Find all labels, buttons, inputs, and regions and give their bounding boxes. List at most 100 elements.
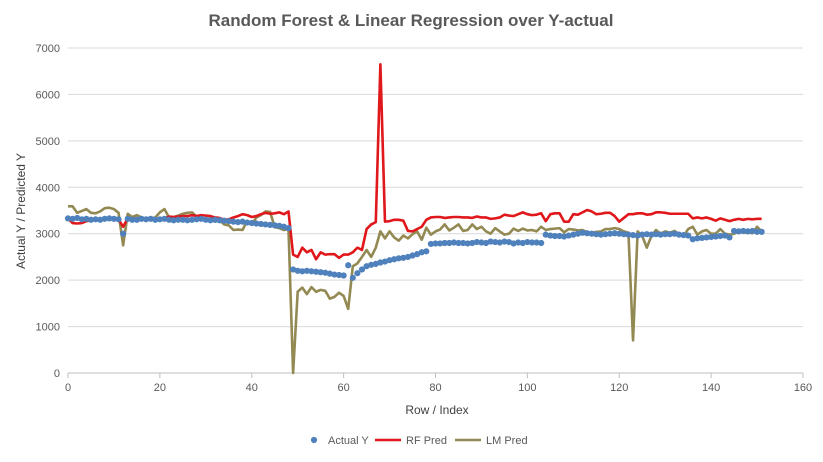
actual-y-point — [441, 239, 448, 247]
actual-y-point — [712, 233, 719, 240]
actual-y-point — [239, 218, 246, 225]
actual-y-point — [101, 215, 108, 222]
x-tick-label: 0 — [65, 382, 71, 394]
actual-y-point — [565, 232, 572, 239]
actual-y-point — [423, 248, 430, 255]
grid-layer — [68, 47, 803, 328]
actual-y-point — [262, 221, 269, 228]
actual-y-point — [620, 231, 627, 238]
legend: Actual Y RF Pred LM Pred — [310, 435, 528, 447]
actual-y-point — [248, 219, 255, 227]
series-layer — [64, 62, 765, 375]
actual-y-point — [758, 228, 765, 235]
actual-y-point — [588, 230, 595, 237]
actual-y-point — [170, 217, 177, 224]
actual-y-point — [147, 215, 154, 222]
actual-y-point — [331, 271, 338, 278]
actual-y-point — [188, 216, 196, 223]
actual-y-point — [639, 231, 646, 238]
actual-y-point — [579, 229, 586, 236]
actual-y-point — [611, 230, 618, 237]
x-tick-label: 120 — [610, 382, 628, 394]
actual-y-point — [455, 239, 462, 247]
actual-y-point — [198, 215, 205, 222]
actual-y-point — [271, 222, 278, 229]
actual-y-point — [717, 232, 724, 240]
x-tick-label: 60 — [338, 382, 350, 394]
actual-y-point — [519, 239, 526, 247]
actual-y-point — [542, 231, 549, 238]
actual-y-point — [492, 238, 499, 246]
axis-layer: 0 1000 2000 3000 4000 5000 6000 7000 0 20 40 60 80 10… — [36, 43, 813, 394]
actual-y-point — [175, 216, 182, 223]
actual-y-point — [694, 235, 701, 242]
actual-y-point — [312, 268, 320, 275]
x-tick-label: 140 — [702, 382, 720, 394]
actual-y-point — [285, 225, 292, 232]
actual-y-point — [685, 232, 692, 239]
actual-y-point — [616, 230, 623, 237]
actual-y-point — [276, 222, 283, 229]
x-tick-label: 100 — [518, 382, 536, 394]
legend-label: RF Pred — [406, 435, 447, 447]
actual-y-point — [221, 217, 228, 224]
actual-y-point — [515, 239, 522, 246]
actual-y-point — [395, 255, 402, 262]
actual-y-point — [675, 231, 683, 238]
actual-y-point — [152, 216, 159, 223]
legend-item-actual-y: Actual Y — [310, 435, 369, 447]
actual-y-point — [142, 216, 150, 223]
actual-y-point — [487, 238, 494, 245]
actual-y-point — [358, 266, 366, 273]
actual-y-point — [257, 220, 265, 228]
actual-y-point — [666, 231, 673, 238]
legend-label: Actual Y — [328, 435, 369, 447]
actual-y-point — [207, 217, 214, 224]
actual-y-point — [120, 230, 127, 237]
actual-y-point — [115, 216, 122, 223]
actual-y-point — [436, 240, 444, 247]
actual-y-point — [124, 215, 131, 222]
actual-y-point — [533, 239, 540, 246]
y-tick-label: 7000 — [36, 43, 60, 55]
actual-y-point — [510, 240, 517, 247]
actual-y-point — [708, 233, 715, 241]
actual-y-point — [446, 239, 453, 247]
x-axis-title: Row / Index — [405, 403, 468, 417]
actual-y-point — [657, 231, 664, 238]
actual-y-point — [551, 232, 559, 240]
actual-y-point — [432, 240, 439, 247]
legend-item-lm-pred: LM Pred — [455, 435, 528, 447]
actual-y-point — [161, 215, 168, 222]
actual-y-point — [538, 239, 545, 247]
actual-y-point — [597, 231, 604, 238]
actual-y-point — [294, 267, 301, 274]
actual-y-point — [317, 269, 324, 276]
actual-y-point — [662, 231, 669, 238]
actual-y-point — [464, 240, 471, 247]
actual-y-point — [473, 238, 480, 246]
actual-y-point — [524, 238, 531, 246]
y-tick-label: 5000 — [36, 136, 60, 148]
actual-y-point — [110, 215, 118, 222]
actual-y-point — [69, 215, 76, 222]
actual-y-point — [735, 228, 742, 235]
actual-y-point — [501, 238, 508, 245]
actual-y-point — [156, 216, 163, 223]
actual-y-point — [740, 227, 747, 235]
actual-y-point — [726, 234, 733, 241]
actual-y-point — [308, 268, 315, 275]
actual-y-point — [92, 216, 99, 223]
actual-y-point — [459, 239, 467, 247]
x-tick-label: 160 — [794, 382, 812, 394]
actual-y-point — [648, 231, 655, 238]
actual-y-point — [184, 217, 191, 224]
chart-title: Random Forest & Linear Regression over Y… — [209, 11, 614, 30]
actual-y-point — [680, 232, 687, 239]
actual-y-point — [335, 271, 343, 279]
actual-y-point — [570, 231, 577, 238]
actual-y-point — [643, 231, 650, 238]
actual-y-point — [345, 262, 352, 269]
lm-pred-line — [68, 205, 763, 375]
